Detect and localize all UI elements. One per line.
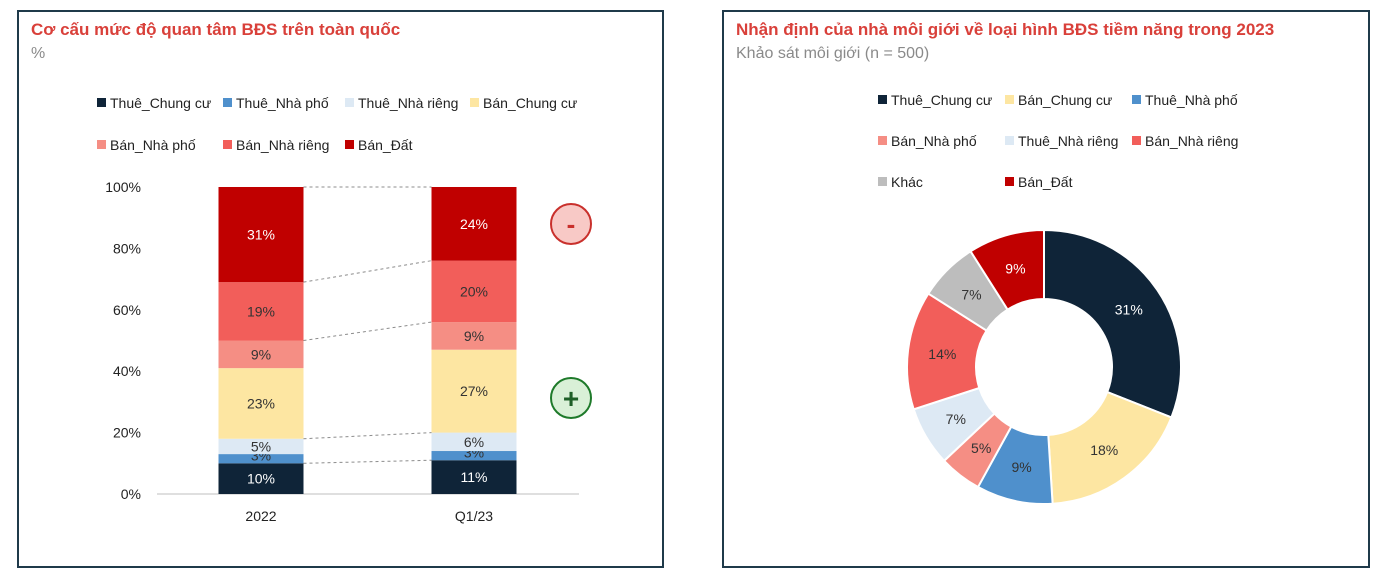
donut-slice bbox=[969, 228, 1045, 311]
data-label: 23% bbox=[247, 395, 275, 411]
legend-swatch bbox=[878, 177, 887, 186]
y-tick-label: 80% bbox=[113, 240, 141, 256]
legend-swatch bbox=[97, 98, 106, 107]
legend-swatch bbox=[223, 140, 232, 149]
slice-label: 31% bbox=[1115, 301, 1143, 317]
legend-label: Bán_Đất bbox=[358, 137, 413, 153]
donut-slice bbox=[1043, 228, 1182, 419]
legend-label: Bán_Nhà phố bbox=[110, 137, 196, 153]
connector-line bbox=[303, 321, 432, 341]
slice-label: 7% bbox=[961, 287, 981, 303]
bar-segment bbox=[218, 438, 304, 455]
minus-badge-label: - bbox=[567, 209, 576, 239]
connector-line bbox=[303, 432, 432, 440]
left-chart-title: Cơ cấu mức độ quan tâm BĐS trên toàn quố… bbox=[31, 20, 401, 39]
legend-label: Thuê_Nhà riêng bbox=[1018, 133, 1118, 149]
legend-label: Thuê_Nhà phố bbox=[1145, 92, 1238, 108]
legend-swatch bbox=[878, 136, 887, 145]
bar-segment bbox=[218, 463, 304, 494]
y-tick-label: 0% bbox=[121, 486, 141, 502]
right-chart-subtitle: Khảo sát môi giới (n = 500) bbox=[736, 45, 930, 62]
x-tick-label: 2022 bbox=[245, 508, 276, 524]
bar-segment bbox=[431, 187, 517, 261]
legend-swatch bbox=[470, 98, 479, 107]
legend-label: Thuê_Nhà riêng bbox=[358, 95, 458, 111]
y-tick-label: 40% bbox=[113, 363, 141, 379]
connector-line bbox=[303, 260, 432, 283]
bar-segment bbox=[431, 260, 517, 323]
legend-swatch bbox=[223, 98, 232, 107]
data-label: 5% bbox=[251, 438, 271, 454]
bar-segment bbox=[218, 282, 304, 341]
legend-label: Bán_Đất bbox=[1018, 174, 1073, 190]
data-label: 11% bbox=[461, 469, 488, 485]
data-label: 20% bbox=[460, 283, 488, 299]
slice-label: 18% bbox=[1090, 442, 1118, 458]
bar-segment bbox=[431, 460, 517, 494]
y-tick-label: 100% bbox=[105, 179, 141, 195]
bar-segment bbox=[431, 322, 517, 350]
donut-chart: Thuê_Chung cư Bán_Chung cư Thuê_Nhà phố Bán… bbox=[878, 92, 1238, 505]
legend-label: Bán_Nhà phố bbox=[891, 133, 977, 149]
left-chart-subtitle: % bbox=[31, 45, 46, 62]
connector-line bbox=[303, 459, 432, 464]
bar-segment bbox=[431, 432, 517, 452]
data-label: 19% bbox=[247, 303, 275, 319]
data-label: 6% bbox=[464, 434, 484, 450]
legend-swatch bbox=[878, 95, 887, 104]
plus-badge-label: + bbox=[563, 383, 579, 414]
legend-swatch bbox=[1005, 177, 1014, 186]
slice-label: 5% bbox=[971, 440, 991, 456]
legend-label: Khác bbox=[891, 174, 923, 190]
data-label: 31% bbox=[247, 227, 275, 243]
legend-label: Thuê_Chung cư bbox=[891, 92, 992, 108]
legend-label: Thuê_Nhà phố bbox=[236, 95, 329, 111]
legend-swatch bbox=[345, 98, 354, 107]
legend-label: Bán_Nhà riêng bbox=[236, 137, 329, 153]
slice-label: 9% bbox=[1005, 261, 1025, 277]
legend-label: Bán_Nhà riêng bbox=[1145, 133, 1238, 149]
legend-label: Bán_Chung cư bbox=[483, 95, 577, 111]
legend-swatch bbox=[1005, 136, 1014, 145]
data-label: 9% bbox=[251, 346, 271, 362]
legend-swatch bbox=[1132, 136, 1141, 145]
bar-segment bbox=[431, 349, 517, 433]
legend-swatch bbox=[1005, 95, 1014, 104]
legend-label: Bán_Chung cư bbox=[1018, 92, 1112, 108]
data-label: 27% bbox=[460, 383, 488, 399]
legend-swatch bbox=[1132, 95, 1141, 104]
data-label: 24% bbox=[460, 216, 488, 232]
bar-segment bbox=[431, 451, 517, 461]
x-tick-label: Q1/23 bbox=[455, 508, 493, 524]
legend-swatch bbox=[97, 140, 106, 149]
minus-badge bbox=[550, 203, 592, 245]
y-tick-label: 60% bbox=[113, 302, 141, 318]
bar-segment bbox=[218, 454, 304, 464]
bar-segment bbox=[218, 187, 304, 283]
bar-segment bbox=[218, 368, 304, 439]
right-chart-title: Nhận định của nhà môi giới về loại hình … bbox=[736, 20, 1275, 39]
plus-badge bbox=[550, 377, 592, 419]
y-tick-label: 20% bbox=[113, 425, 141, 441]
stacked-bar-chart: Thuê_Chung cư Thuê_Nhà phố Thuê_Nhà riêng B… bbox=[97, 95, 592, 524]
left-chart-panel: Cơ cấu mức độ quan tâm BĐS trên toàn quố… bbox=[17, 10, 664, 568]
slice-label: 14% bbox=[928, 346, 956, 362]
slice-label: 9% bbox=[1012, 459, 1032, 475]
data-label: 9% bbox=[464, 328, 484, 344]
right-chart-panel: Nhận định của nhà môi giới về loại hình … bbox=[722, 10, 1370, 568]
legend-swatch bbox=[345, 140, 354, 149]
bar-segment bbox=[218, 340, 304, 369]
slice-label: 7% bbox=[946, 411, 966, 427]
legend-label: Thuê_Chung cư bbox=[110, 95, 211, 111]
data-label: 10% bbox=[247, 471, 275, 487]
